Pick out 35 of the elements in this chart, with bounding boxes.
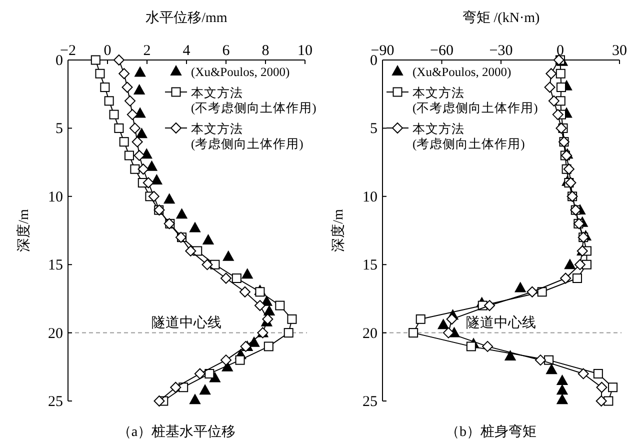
text: （b）桩身弯矩 bbox=[446, 424, 536, 440]
legend-label: (Xu&Poulos, 2000) bbox=[191, 65, 290, 79]
x-tick-label: 30 bbox=[612, 43, 627, 59]
y-tick-label: 20 bbox=[48, 326, 63, 342]
y-tick-label: 5 bbox=[370, 121, 378, 138]
x-tick-label: 0 bbox=[556, 43, 564, 59]
legend-label: 本文方法 (考虑侧向土体作用) bbox=[412, 121, 525, 151]
x-tick-label: −30 bbox=[489, 43, 513, 59]
ref-line-label: 隧道中心线 bbox=[466, 314, 536, 331]
y-tick-label: 10 bbox=[48, 189, 63, 206]
x-tick-label: 8 bbox=[262, 43, 270, 59]
y-tick-label: 15 bbox=[362, 258, 378, 274]
legend-label: 本文方法 (不考虑侧向土体作用) bbox=[412, 85, 538, 115]
legend-label: 本文方法 (不考虑侧向土体作用) bbox=[191, 85, 316, 115]
x-tick-label: 10 bbox=[298, 43, 312, 59]
y-tick-label: 25 bbox=[48, 394, 63, 410]
y-tick-label: 20 bbox=[362, 326, 378, 342]
ref-line-label: 隧道中心线 bbox=[152, 314, 222, 331]
y-tick-label: 0 bbox=[56, 53, 63, 69]
x-tick-label: 2 bbox=[143, 43, 151, 59]
x-tick-label: −60 bbox=[430, 43, 454, 59]
y-tick-label: 5 bbox=[56, 121, 63, 138]
y-tick-label: 25 bbox=[362, 394, 378, 410]
x-axis-title: 弯矩 /(kN·m) bbox=[462, 10, 540, 26]
text: （a）桩基水平位移 bbox=[117, 424, 236, 440]
y-tick-label: 15 bbox=[48, 258, 63, 274]
x-tick-label: 6 bbox=[222, 43, 230, 59]
x-tick-label: 4 bbox=[182, 43, 191, 59]
y-axis-title: 深度/m bbox=[16, 209, 32, 252]
x-axis-title: 水平位移/mm bbox=[146, 10, 228, 26]
x-tick-label: 0 bbox=[104, 43, 112, 59]
legend-label: (Xu&Poulos, 2000) bbox=[412, 65, 512, 79]
y-tick-label: 10 bbox=[362, 189, 378, 206]
y-axis-title: 深度/m bbox=[330, 209, 346, 252]
legend-label: 本文方法 (考虑侧向土体作用) bbox=[191, 121, 304, 151]
